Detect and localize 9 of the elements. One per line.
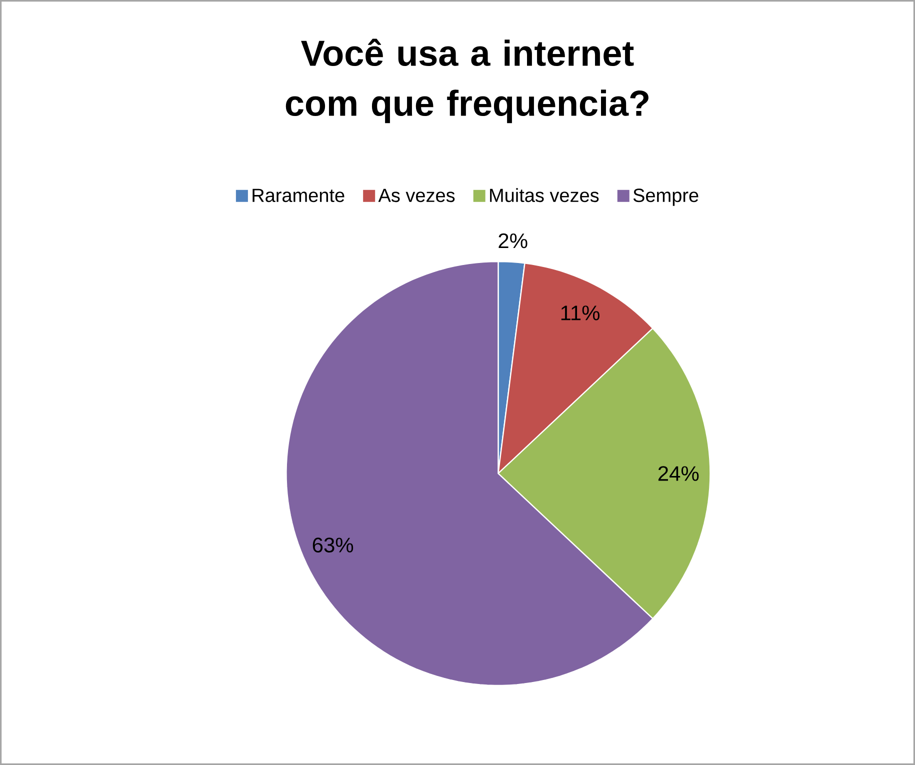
data-label: 2% [498, 233, 528, 248]
data-label: 11% [561, 306, 600, 320]
chart-title: Você usa a internet com que frequencia? [286, 38, 648, 124]
legend-label: Raramente [252, 188, 344, 202]
data-label: 24% [658, 466, 699, 481]
legend-label: Muitas vezes [490, 188, 599, 202]
data-label: 63% [312, 538, 354, 553]
legend-label: As vezes [378, 188, 455, 202]
legend-label: Sempre [633, 188, 698, 206]
